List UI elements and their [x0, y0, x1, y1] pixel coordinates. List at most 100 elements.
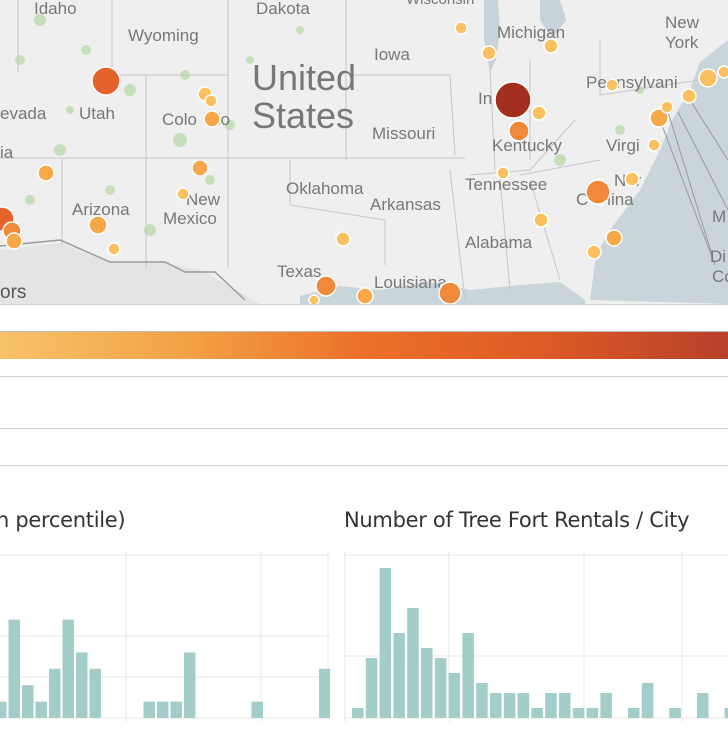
histogram-right[interactable]: [344, 552, 728, 722]
point[interactable]: [585, 179, 611, 205]
histogram-bar[interactable]: [184, 652, 196, 718]
mexico-land: [0, 243, 260, 304]
histogram-bar[interactable]: [393, 633, 405, 718]
histogram-bar[interactable]: [76, 652, 88, 718]
point[interactable]: [624, 171, 640, 187]
point[interactable]: [649, 108, 669, 128]
point[interactable]: [660, 100, 674, 114]
histogram-bar[interactable]: [724, 708, 728, 718]
label-arkansas: Arkansas: [370, 195, 441, 214]
point-utah[interactable]: [91, 66, 121, 96]
histogram-bar[interactable]: [251, 701, 264, 718]
point[interactable]: [315, 275, 337, 297]
state-borders: [0, 0, 701, 301]
histogram-bar[interactable]: [0, 701, 7, 718]
histogram-bar[interactable]: [8, 619, 21, 718]
histogram-bar[interactable]: [641, 683, 654, 718]
histogram-bar[interactable]: [517, 693, 530, 718]
point[interactable]: [107, 242, 121, 256]
label-idaho: Idaho: [34, 0, 77, 18]
point-indiana[interactable]: [494, 81, 532, 119]
point[interactable]: [191, 159, 209, 177]
label-louisiana: Louisiana: [374, 273, 447, 292]
label-new-mexico-2: Mexico: [163, 209, 217, 228]
label-missouri: Missouri: [372, 124, 435, 143]
label-country-1: United: [252, 57, 356, 98]
point[interactable]: [647, 138, 661, 152]
histogram-bar[interactable]: [421, 648, 433, 718]
histogram-bar[interactable]: [476, 683, 488, 718]
divider-3: [0, 465, 728, 466]
point[interactable]: [533, 212, 549, 228]
color-legend-gradient[interactable]: [0, 331, 728, 359]
label-country-2: States: [252, 95, 354, 136]
histogram-bar[interactable]: [352, 708, 364, 718]
callout-lines: [659, 99, 728, 266]
histogram-bar[interactable]: [490, 693, 502, 718]
point[interactable]: [496, 166, 510, 180]
histogram-bar[interactable]: [600, 693, 612, 718]
point[interactable]: [88, 215, 108, 235]
label-kentucky: Kentucky: [492, 136, 562, 155]
point[interactable]: [681, 88, 697, 104]
histogram-bar[interactable]: [407, 608, 419, 718]
point[interactable]: [176, 187, 190, 201]
histogram-bar[interactable]: [572, 708, 585, 718]
point[interactable]: [438, 281, 462, 304]
histogram-bar[interactable]: [170, 701, 183, 718]
histogram-bar[interactable]: [559, 693, 571, 718]
label-alabama: Alabama: [465, 233, 533, 252]
point[interactable]: [454, 21, 468, 35]
histogram-bar[interactable]: [49, 668, 61, 718]
histogram-bar[interactable]: [697, 693, 709, 718]
chart-title-right: Number of Tree Fort Rentals / City: [344, 508, 690, 532]
label-dakota: Dakota: [256, 0, 310, 18]
mexico-border: [0, 239, 246, 301]
label-michigan: Michigan: [497, 23, 565, 42]
point[interactable]: [481, 45, 497, 61]
label-virginia: Virgi a: [606, 136, 659, 155]
point[interactable]: [335, 231, 351, 247]
chart-title-left: n percentile): [0, 508, 126, 532]
point[interactable]: [37, 164, 55, 182]
histogram-bar[interactable]: [669, 708, 681, 718]
histogram-bar[interactable]: [503, 693, 516, 718]
histogram-bar[interactable]: [586, 708, 599, 718]
label-pennsylvania: Pennsylvani: [586, 73, 678, 92]
point[interactable]: [605, 229, 623, 247]
histogram-bar[interactable]: [379, 568, 392, 718]
histogram-bar[interactable]: [157, 701, 169, 718]
histogram-bar[interactable]: [434, 658, 447, 718]
histogram-bar[interactable]: [628, 708, 640, 718]
histogram-bar[interactable]: [448, 673, 461, 718]
histogram-left[interactable]: [0, 552, 330, 722]
point[interactable]: [698, 68, 718, 88]
histogram-bar[interactable]: [319, 668, 330, 718]
point[interactable]: [204, 94, 218, 108]
label-arizona: Arizona: [72, 200, 130, 219]
histogram-bar[interactable]: [22, 685, 34, 718]
point[interactable]: [531, 105, 547, 121]
point[interactable]: [356, 287, 374, 304]
label-wyoming: Wyoming: [128, 26, 199, 45]
divider-top: [0, 304, 728, 305]
divider-2: [0, 428, 728, 429]
histogram-bar[interactable]: [365, 658, 378, 718]
point[interactable]: [717, 65, 728, 79]
point[interactable]: [543, 38, 559, 54]
point[interactable]: [605, 78, 619, 92]
point[interactable]: [586, 244, 602, 260]
histogram-bar[interactable]: [62, 619, 75, 718]
histogram-bar[interactable]: [35, 701, 48, 718]
point[interactable]: [203, 110, 221, 128]
point[interactable]: [308, 294, 320, 304]
histogram-bar[interactable]: [89, 668, 102, 718]
histogram-bar[interactable]: [531, 708, 543, 718]
label-utah: Utah: [79, 104, 115, 123]
point[interactable]: [508, 120, 530, 142]
histogram-bar[interactable]: [143, 701, 156, 718]
point[interactable]: [5, 232, 23, 250]
us-map[interactable]: Idaho Dakota Wisconsin Michigan New York…: [0, 0, 728, 304]
histogram-bar[interactable]: [462, 633, 474, 718]
histogram-bar[interactable]: [545, 693, 557, 718]
